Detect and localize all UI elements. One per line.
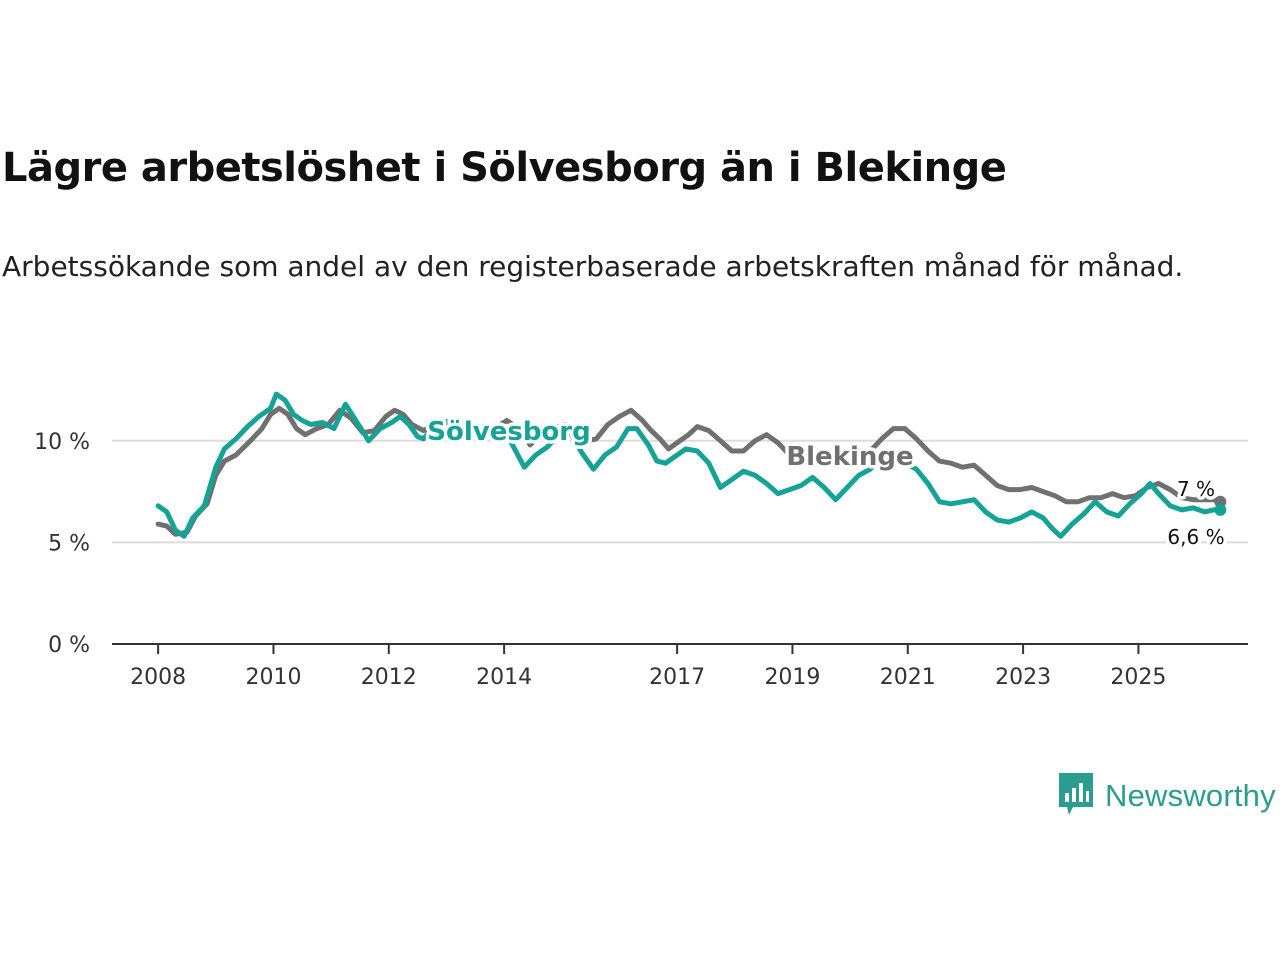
series-end-point-solvesborg [1214, 503, 1227, 516]
series-label-blekinge: Blekinge [786, 442, 913, 472]
series-labels: Blekinge Sölvesborg 7 % 6,6 % [424, 414, 1228, 553]
series-label-solvesborg: Sölvesborg [427, 417, 590, 447]
y-tick-label: 10 % [34, 430, 90, 455]
series-lines [155, 391, 1227, 539]
x-tick-label: 2019 [764, 665, 820, 690]
y-tick-label: 0 % [48, 633, 90, 658]
y-axis-ticks: 0 % 5 % 10 % [34, 430, 90, 658]
x-tick-label: 2025 [1110, 665, 1166, 690]
y-tick-label: 5 % [48, 531, 90, 556]
chart-title: Lägre arbetslöshet i Sölvesborg än i Ble… [2, 145, 1007, 191]
end-value-label-blekinge: 7 % [1177, 477, 1215, 501]
x-tick-label: 2010 [245, 665, 301, 690]
chart-subtitle: Arbetssökande som andel av den registerb… [2, 250, 1184, 283]
x-axis-ticks: 2008 2010 2012 2014 2017 2019 2021 2023 2025 [130, 644, 1166, 690]
end-value-label-solvesborg: 6,6 % [1167, 525, 1224, 549]
x-tick-label: 2012 [361, 665, 417, 690]
x-tick-label: 2017 [649, 665, 705, 690]
newsworthy-logo-text: Newsworthy [1105, 778, 1276, 813]
series-line-blekinge [155, 405, 1223, 537]
x-tick-label: 2008 [130, 665, 186, 690]
x-tick-label: 2023 [995, 665, 1051, 690]
series-line-solvesborg [155, 391, 1223, 539]
newsworthy-logo-icon [1059, 771, 1095, 821]
newsworthy-logo: Newsworthy [1059, 772, 1276, 820]
x-tick-label: 2014 [476, 665, 532, 690]
x-tick-label: 2021 [880, 665, 936, 690]
